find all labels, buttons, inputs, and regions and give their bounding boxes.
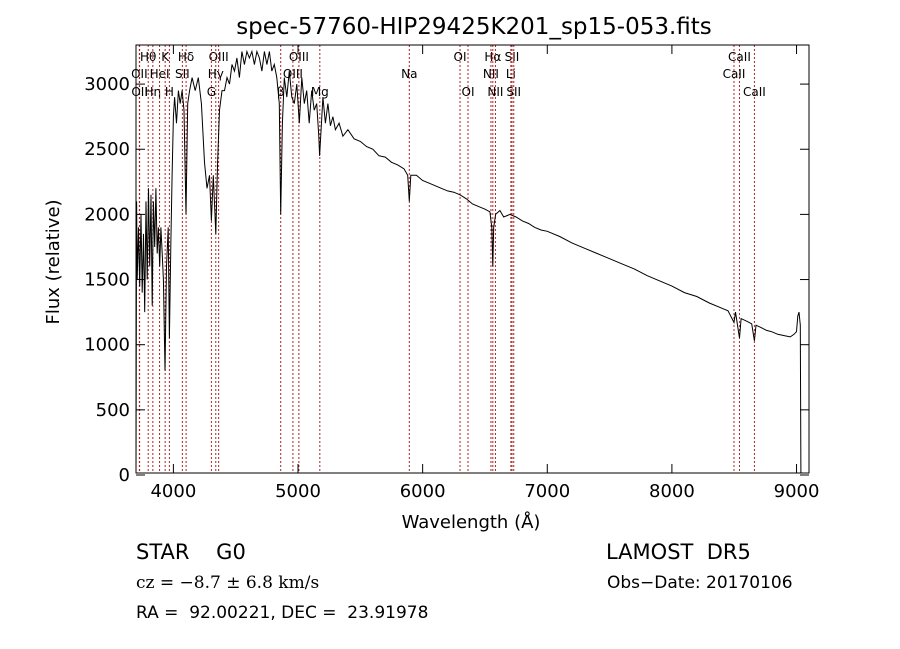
line-marker-label: Hα [484,50,501,64]
line-marker-label: Na [401,67,417,81]
x-tick-label: 9000 [774,481,820,502]
line-marker-label: OIII [283,67,303,81]
observation-date: Obs−Date: 20170106 [607,573,793,593]
line-marker-label: OIII [289,50,309,64]
line-marker-label: Li [506,67,516,81]
redshift-velocity: cz = −8.7 ± 6.8 km/s [136,573,320,593]
x-tick-label: 7000 [524,481,570,502]
y-tick-label: 0 [119,465,130,486]
line-marker-label: CaII [723,67,746,81]
x-axis-label: Wavelength (Å) [402,511,541,533]
spectrum-line [135,49,802,473]
line-marker-label: OIII [209,50,229,64]
y-tick-label: 2000 [84,204,130,225]
object-class: STAR G0 [136,540,246,564]
y-tick-label: 3000 [84,74,130,95]
line-marker-label: Hη [145,85,162,99]
line-marker-label: CaII [743,85,766,99]
chart-title: spec-57760-HIP29425K201_sp15-053.fits [236,14,712,40]
line-marker-label: HeI [150,67,170,81]
line-marker-label: CaII [728,50,751,64]
line-marker-label: H [165,85,174,99]
line-marker-label: NII [487,85,503,99]
x-tick-label: 6000 [400,481,446,502]
line-marker-label: G [207,85,216,99]
line-marker-label: NII [483,67,499,81]
line-marker-label: K [161,50,170,64]
line-marker-label: OI [454,50,467,64]
x-tick-label: 8000 [649,481,695,502]
line-marker-label: Mg [311,85,329,99]
line-marker-label: Hθ [140,50,156,64]
y-axis-label: Flux (relative) [43,199,64,324]
axis-ticks: 4000 5000 6000 7000 8000 9000 0 500 1000 1500 2000… [84,45,819,502]
survey-name: LAMOST DR5 [606,540,751,564]
plot-frame [135,44,810,474]
coordinates: RA = 92.00221, DEC = 23.91978 [136,603,429,623]
line-marker-label: SII [505,50,520,64]
line-marker-label: β [277,85,285,99]
y-tick-label: 1000 [84,335,130,356]
line-marker-label: OII [131,85,148,99]
line-marker-label: SII [175,67,190,81]
y-tick-label: 1500 [84,270,130,291]
y-tick-label: 500 [96,400,130,421]
y-tick-label: 2500 [84,139,130,160]
line-marker-label: Hδ [178,50,194,64]
line-marker-label: SII [506,85,521,99]
x-tick-label: 5000 [275,481,321,502]
x-tick-label: 4000 [150,481,196,502]
line-marker-label: OI [462,85,475,99]
line-marker-label: Hγ [208,67,224,81]
